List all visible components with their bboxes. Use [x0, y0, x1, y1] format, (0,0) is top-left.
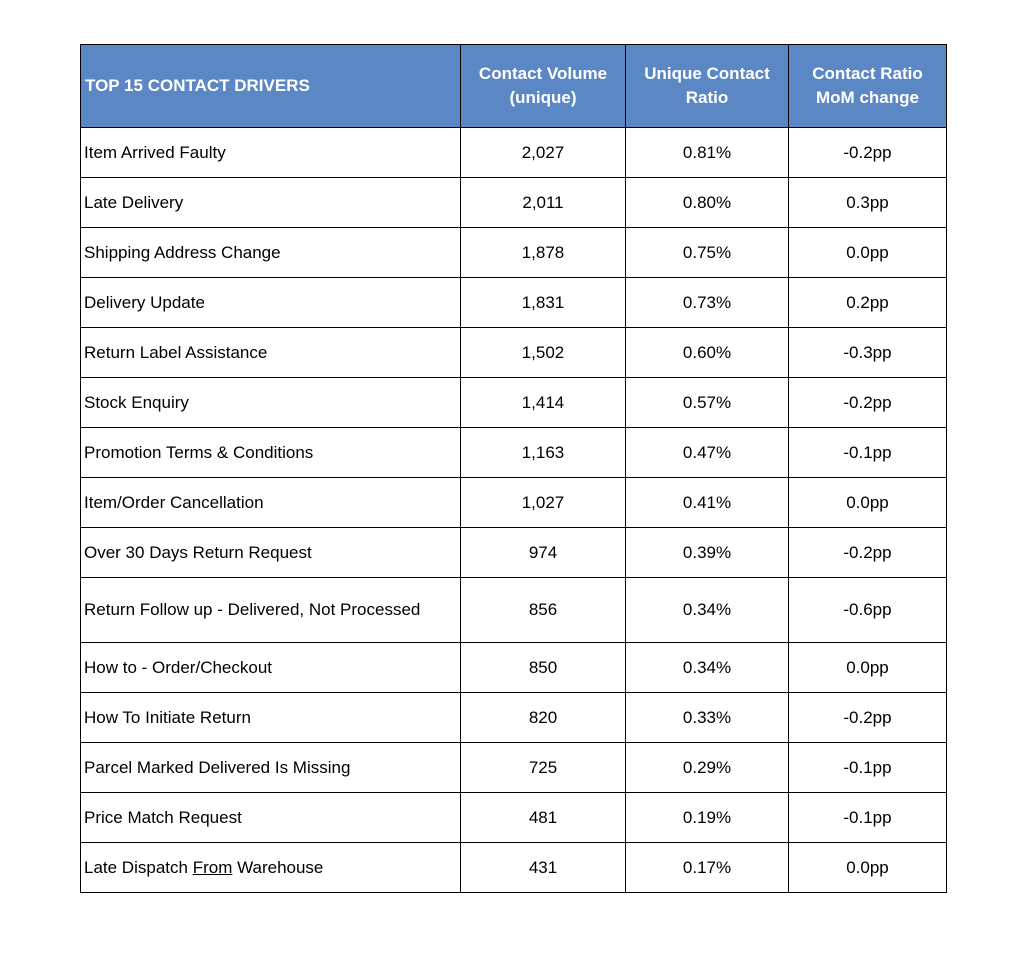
driver-text: Warehouse: [232, 857, 324, 877]
driver-cell: Late Delivery: [80, 177, 461, 228]
header-contact-volume-unique: Contact Volume (unique): [460, 44, 626, 128]
header-top-15-contact-drivers: TOP 15 CONTACT DRIVERS: [80, 44, 461, 128]
driver-cell: Return Follow up - Delivered, Not Proces…: [80, 577, 461, 643]
driver-text: Late Dispatch: [84, 857, 193, 877]
header-contact-ratio-mom-change: Contact Ratio MoM change: [788, 44, 947, 128]
table-row: Return Label Assistance 1,502 0.60% -0.3pp: [80, 327, 947, 378]
table-row: Return Follow up - Delivered, Not Proces…: [80, 577, 947, 643]
table-row: Shipping Address Change 1,878 0.75% 0.0pp: [80, 227, 947, 278]
unique-contact-ratio-cell: 0.81%: [625, 127, 789, 178]
table-row: Item Arrived Faulty 2,027 0.81% -0.2pp: [80, 127, 947, 178]
contact-volume-cell: 974: [460, 527, 626, 578]
driver-cell: Promotion Terms & Conditions: [80, 427, 461, 478]
table-row: Delivery Update 1,831 0.73% 0.2pp: [80, 277, 947, 328]
header-row: TOP 15 CONTACT DRIVERS Contact Volume (u…: [80, 44, 947, 128]
mom-change-cell: 0.2pp: [788, 277, 947, 328]
unique-contact-ratio-cell: 0.57%: [625, 377, 789, 428]
driver-cell: How to - Order/Checkout: [80, 642, 461, 693]
unique-contact-ratio-cell: 0.60%: [625, 327, 789, 378]
driver-cell: How To Initiate Return: [80, 692, 461, 743]
driver-cell: Parcel Marked Delivered Is Missing: [80, 742, 461, 793]
table-row: Over 30 Days Return Request 974 0.39% -0.2p…: [80, 527, 947, 578]
mom-change-cell: -0.2pp: [788, 527, 947, 578]
table-row: Item/Order Cancellation 1,027 0.41% 0.0pp: [80, 477, 947, 528]
contact-drivers-table-container: TOP 15 CONTACT DRIVERS Contact Volume (u…: [80, 44, 947, 893]
contact-volume-cell: 1,027: [460, 477, 626, 528]
unique-contact-ratio-cell: 0.75%: [625, 227, 789, 278]
mom-change-cell: -0.2pp: [788, 692, 947, 743]
unique-contact-ratio-cell: 0.34%: [625, 577, 789, 643]
contact-volume-cell: 1,163: [460, 427, 626, 478]
mom-change-cell: -0.1pp: [788, 427, 947, 478]
mom-change-cell: 0.0pp: [788, 227, 947, 278]
table-row: Promotion Terms & Conditions 1,163 0.47% -0…: [80, 427, 947, 478]
contact-volume-cell: 2,011: [460, 177, 626, 228]
contact-volume-cell: 850: [460, 642, 626, 693]
contact-volume-cell: 1,831: [460, 277, 626, 328]
contact-volume-cell: 856: [460, 577, 626, 643]
driver-cell: Stock Enquiry: [80, 377, 461, 428]
mom-change-cell: -0.3pp: [788, 327, 947, 378]
contact-volume-cell: 2,027: [460, 127, 626, 178]
contact-volume-cell: 1,502: [460, 327, 626, 378]
contact-volume-cell: 481: [460, 792, 626, 843]
mom-change-cell: -0.2pp: [788, 377, 947, 428]
driver-cell: Late Dispatch From Warehouse: [80, 842, 461, 893]
mom-change-cell: -0.1pp: [788, 742, 947, 793]
unique-contact-ratio-cell: 0.73%: [625, 277, 789, 328]
driver-cell: Over 30 Days Return Request: [80, 527, 461, 578]
table-row: How To Initiate Return 820 0.33% -0.2pp: [80, 692, 947, 743]
driver-underlined-word: From: [192, 857, 233, 877]
contact-volume-cell: 820: [460, 692, 626, 743]
contact-volume-cell: 725: [460, 742, 626, 793]
contact-volume-cell: 1,414: [460, 377, 626, 428]
driver-cell: Item Arrived Faulty: [80, 127, 461, 178]
unique-contact-ratio-cell: 0.19%: [625, 792, 789, 843]
mom-change-cell: -0.6pp: [788, 577, 947, 643]
unique-contact-ratio-cell: 0.17%: [625, 842, 789, 893]
contact-volume-cell: 1,878: [460, 227, 626, 278]
driver-cell: Shipping Address Change: [80, 227, 461, 278]
unique-contact-ratio-cell: 0.80%: [625, 177, 789, 228]
table-row: Late Delivery 2,011 0.80% 0.3pp: [80, 177, 947, 228]
table-row: How to - Order/Checkout 850 0.34% 0.0pp: [80, 642, 947, 693]
unique-contact-ratio-cell: 0.41%: [625, 477, 789, 528]
unique-contact-ratio-cell: 0.34%: [625, 642, 789, 693]
contact-volume-cell: 431: [460, 842, 626, 893]
table-row: Parcel Marked Delivered Is Missing 725 0.2…: [80, 742, 947, 793]
driver-cell: Item/Order Cancellation: [80, 477, 461, 528]
mom-change-cell: -0.1pp: [788, 792, 947, 843]
driver-cell: Delivery Update: [80, 277, 461, 328]
mom-change-cell: 0.0pp: [788, 642, 947, 693]
unique-contact-ratio-cell: 0.29%: [625, 742, 789, 793]
driver-cell: Price Match Request: [80, 792, 461, 843]
header-unique-contact-ratio: Unique Contact Ratio: [625, 44, 789, 128]
unique-contact-ratio-cell: 0.33%: [625, 692, 789, 743]
mom-change-cell: 0.0pp: [788, 842, 947, 893]
mom-change-cell: 0.0pp: [788, 477, 947, 528]
unique-contact-ratio-cell: 0.47%: [625, 427, 789, 478]
unique-contact-ratio-cell: 0.39%: [625, 527, 789, 578]
top-15-contact-drivers-table: TOP 15 CONTACT DRIVERS Contact Volume (u…: [80, 44, 947, 893]
mom-change-cell: 0.3pp: [788, 177, 947, 228]
table-row: Late Dispatch From Warehouse 431 0.17% 0.0p…: [80, 842, 947, 893]
table-row: Price Match Request 481 0.19% -0.1pp: [80, 792, 947, 843]
table-row: Stock Enquiry 1,414 0.57% -0.2pp: [80, 377, 947, 428]
driver-cell: Return Label Assistance: [80, 327, 461, 378]
mom-change-cell: -0.2pp: [788, 127, 947, 178]
